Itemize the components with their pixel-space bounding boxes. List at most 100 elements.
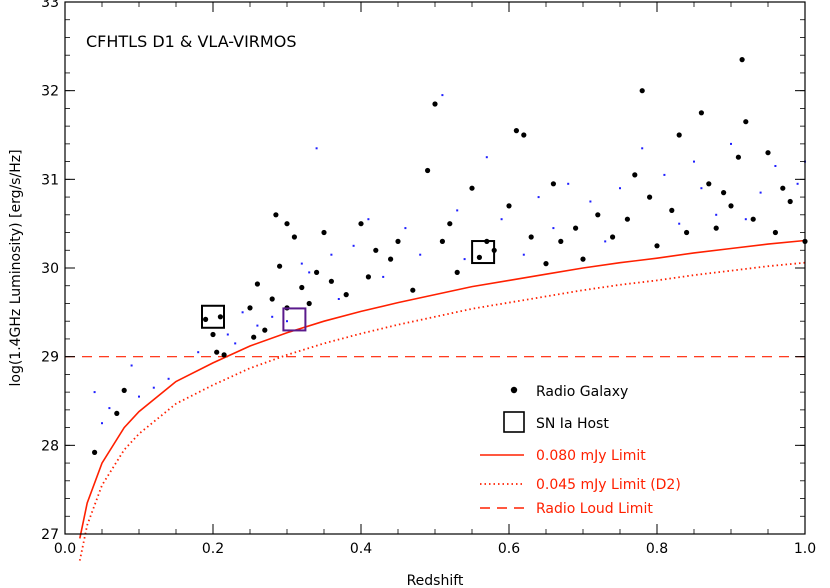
radio-galaxy-faint-point	[197, 351, 200, 354]
sn-host-marker	[471, 240, 496, 265]
radio-galaxy-faint-point	[678, 222, 681, 225]
y-tick-label: 32	[41, 84, 59, 100]
radio-galaxy-faint-point	[552, 227, 555, 230]
radio-galaxy-point	[388, 256, 394, 262]
radio-galaxy-point	[358, 221, 364, 227]
radio-galaxy-point	[439, 238, 445, 244]
radio-galaxy-point	[410, 287, 416, 293]
radio-galaxy-faint-point	[663, 173, 666, 176]
radio-galaxy-faint-point	[93, 391, 96, 394]
radio-galaxy-point	[706, 181, 712, 187]
radio-galaxy-point	[506, 203, 512, 209]
radio-galaxy-point	[780, 185, 786, 191]
radio-galaxy-point	[447, 221, 453, 227]
radio-galaxy-point	[684, 229, 690, 236]
radio-galaxy-point	[299, 284, 305, 291]
x-tick-label: 1.0	[794, 541, 816, 557]
x-tick-label: 0.0	[54, 541, 76, 557]
legend-label-radio-loud: Radio Loud Limit	[536, 501, 653, 517]
radio-galaxy-faint-point	[404, 227, 407, 230]
radio-galaxy-faint-point	[500, 218, 503, 221]
radio-galaxy-point	[306, 300, 312, 307]
radio-galaxy-faint-point	[759, 191, 762, 194]
y-tick-label: 29	[41, 350, 59, 366]
radio-galaxy-point	[743, 119, 749, 125]
radio-galaxy-faint-point	[419, 253, 422, 256]
radio-galaxy-point	[365, 274, 371, 280]
radio-galaxy-point	[521, 132, 527, 138]
radio-galaxy-point	[735, 154, 742, 160]
radio-galaxy-point	[217, 314, 223, 320]
legend-label-0045-limit: 0.045 mJy Limit (D2)	[536, 477, 681, 493]
radio-galaxy-point	[469, 185, 475, 191]
limit-curve-0080	[79, 239, 806, 539]
radio-galaxy-point	[558, 238, 564, 244]
radio-galaxy-faint-point	[130, 364, 133, 367]
radio-galaxy-faint-point	[715, 213, 718, 216]
legend-label-sn-host: SN Ia Host	[536, 416, 609, 432]
radio-galaxy-point	[273, 212, 279, 218]
radio-galaxy-point	[476, 254, 482, 260]
radio-galaxy-faint-point	[167, 377, 170, 380]
radio-galaxy-point	[203, 316, 209, 322]
radio-galaxy-faint-point	[485, 156, 488, 159]
legend-dot-marker	[510, 386, 518, 394]
radio-galaxy-faint-point	[138, 395, 140, 398]
radio-galaxy-faint-point	[700, 187, 703, 190]
radio-galaxy-point	[654, 243, 660, 249]
radio-galaxy-point	[321, 229, 327, 236]
radio-galaxy-point	[543, 261, 549, 267]
radio-galaxy-point	[214, 349, 220, 355]
radio-galaxy-point	[728, 203, 734, 209]
radio-galaxy-point	[595, 212, 601, 218]
radio-galaxy-point	[610, 234, 616, 240]
radio-galaxy-point	[92, 449, 98, 455]
radio-galaxy-faint-point	[522, 253, 525, 256]
sn-host-marker	[282, 307, 307, 332]
radio-galaxy-faint-point	[774, 165, 777, 167]
radio-galaxy-point	[787, 198, 793, 205]
radio-galaxy-point	[632, 172, 638, 178]
radio-galaxy-point	[247, 305, 253, 311]
radio-galaxy-faint-point	[744, 218, 747, 221]
radio-galaxy-faint-point	[271, 315, 274, 318]
radio-galaxy-faint-point	[315, 147, 318, 150]
radio-galaxy-point	[251, 334, 257, 340]
radio-galaxy-faint-point	[441, 94, 444, 97]
y-axis-label: log(1.4GHz Luminosity) [erg/s/Hz]	[8, 149, 24, 386]
x-tick-label: 0.2	[202, 541, 224, 557]
radio-galaxy-faint-point	[641, 147, 644, 150]
radio-galaxy-point	[669, 207, 675, 213]
sn-host-marker	[201, 304, 225, 329]
radio-galaxy-point	[269, 296, 275, 302]
radio-galaxy-point	[765, 150, 771, 156]
radio-galaxy-faint-point	[604, 240, 607, 243]
radio-galaxy-faint-point	[226, 333, 229, 336]
y-tick-label: 31	[41, 172, 59, 188]
radio-galaxy-point	[262, 327, 268, 333]
radio-galaxy-faint-point	[234, 342, 237, 345]
radio-galaxy-faint-point	[152, 386, 155, 389]
legend-label-radio-galaxy: Radio Galaxy	[536, 384, 628, 400]
legend: Radio Galaxy SN Ia Host 0.080 mJy Limit …	[480, 384, 681, 517]
radio-galaxy-faint-point	[256, 324, 259, 327]
radio-galaxy-point	[647, 194, 653, 200]
radio-galaxy-faint-point	[308, 271, 311, 274]
x-tick-label: 0.6	[498, 541, 520, 557]
radio-galaxy-faint-point	[108, 407, 111, 410]
legend-square-marker	[503, 411, 525, 433]
radio-galaxy-faint-point	[567, 182, 570, 185]
y-tick-label: 27	[41, 527, 59, 543]
radio-galaxy-faint-point	[693, 160, 695, 163]
radio-galaxy-point	[528, 234, 534, 240]
radio-galaxy-faint-point	[286, 320, 288, 323]
radio-galaxy-point	[291, 234, 297, 240]
y-tick-label: 30	[41, 261, 59, 277]
radio-galaxy-point	[284, 221, 290, 227]
radio-galaxy-point	[121, 387, 127, 393]
radio-galaxy-faint-point	[352, 244, 355, 247]
radio-galaxy-point	[277, 263, 283, 269]
radio-galaxy-point	[550, 181, 557, 187]
x-tick-label: 0.8	[646, 541, 668, 557]
